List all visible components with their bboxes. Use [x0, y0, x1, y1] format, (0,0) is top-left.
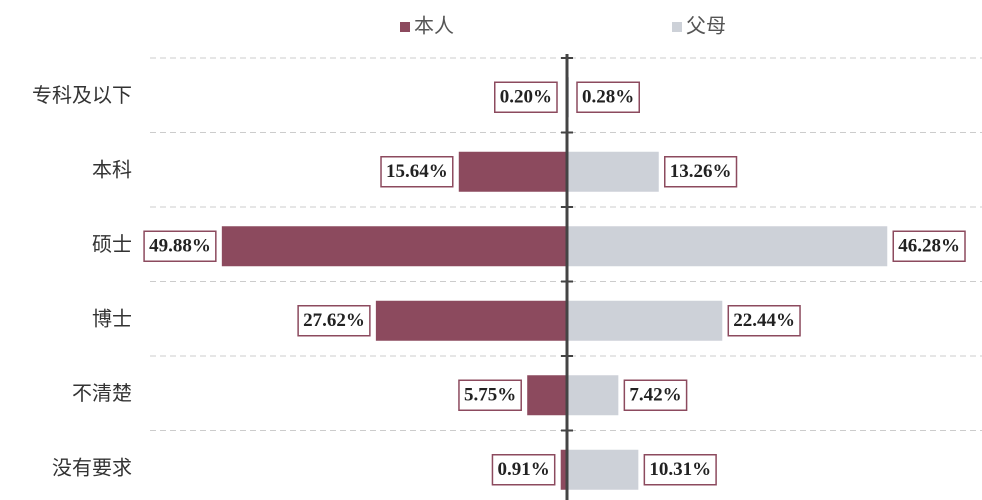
category-label: 硕士 — [92, 233, 132, 256]
category-label: 本科 — [92, 158, 132, 181]
value-label: 5.75% — [464, 385, 516, 406]
category-label: 没有要求 — [52, 456, 132, 479]
legend-label: 本人 — [414, 15, 454, 38]
category-label: 不清楚 — [72, 382, 132, 405]
value-label: 10.31% — [649, 459, 711, 480]
bar — [567, 151, 659, 192]
value-label: 49.88% — [149, 236, 211, 257]
value-label-box — [892, 230, 966, 262]
value-label-box — [458, 379, 522, 411]
value-label: 22.44% — [733, 310, 795, 331]
bar — [375, 300, 567, 341]
bar — [567, 226, 888, 267]
value-label-box — [143, 230, 217, 262]
value-label-box — [643, 454, 717, 486]
value-label: 13.26% — [670, 161, 732, 182]
bar — [567, 375, 619, 416]
bar — [527, 375, 567, 416]
bar — [560, 449, 567, 490]
value-label-box — [297, 305, 371, 337]
value-label: 0.28% — [582, 87, 634, 108]
legend-swatch — [400, 22, 410, 32]
value-label-box — [380, 156, 454, 188]
bar — [458, 151, 567, 192]
value-label: 0.91% — [497, 459, 549, 480]
value-label: 15.64% — [386, 161, 448, 182]
bar — [567, 449, 639, 490]
value-label: 0.20% — [500, 87, 552, 108]
value-label-box — [494, 81, 558, 113]
legend-label: 父母 — [686, 16, 726, 38]
category-label: 博士 — [92, 307, 132, 330]
value-label-box — [576, 81, 640, 113]
value-label: 27.62% — [303, 310, 365, 331]
value-label-box — [664, 156, 738, 188]
legend-swatch — [672, 22, 682, 32]
value-label-box — [727, 305, 801, 337]
value-label: 7.42% — [629, 385, 681, 406]
value-label-box — [623, 379, 688, 411]
category-label: 专科及以下 — [32, 84, 132, 107]
bar — [221, 226, 568, 267]
bar — [567, 300, 723, 341]
value-label-box — [491, 454, 556, 486]
value-label: 46.28% — [898, 236, 960, 257]
